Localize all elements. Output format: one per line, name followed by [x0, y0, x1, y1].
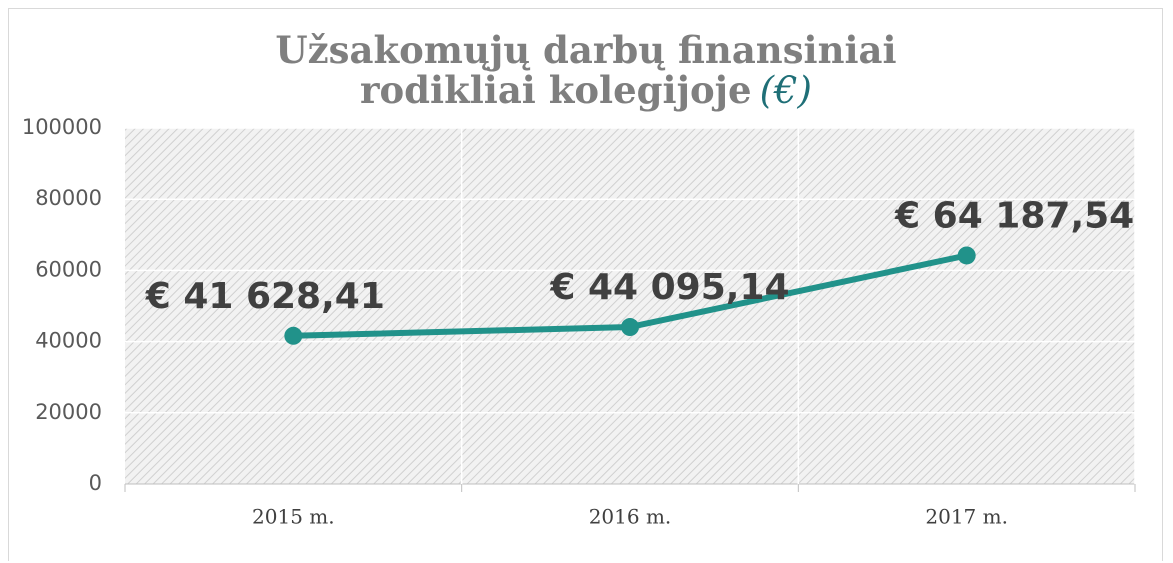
- data-label: € 41 628,41: [145, 276, 385, 317]
- data-label: € 64 187,54: [894, 195, 1134, 236]
- y-tick-label: 60000: [35, 257, 102, 281]
- title-text: Užsakomųjų darbų finansiniai rodikliai k…: [275, 28, 897, 112]
- chart-title: Užsakomųjų darbų finansiniai rodikliai k…: [186, 30, 986, 111]
- x-tick-label: 2015 m.: [252, 505, 335, 529]
- title-suffix: (€): [759, 69, 812, 112]
- data-label: € 44 095,14: [549, 267, 789, 308]
- data-point: [284, 326, 303, 345]
- y-tick-label: 80000: [35, 186, 102, 210]
- data-point: [957, 246, 976, 265]
- chart-frame: [8, 8, 1163, 561]
- x-tick-label: 2017 m.: [925, 505, 1008, 529]
- data-point: [621, 318, 639, 337]
- x-tick-label: 2016 m.: [589, 505, 672, 529]
- y-tick-label: 0: [89, 471, 102, 495]
- y-tick-label: 40000: [35, 329, 102, 353]
- y-tick-label: 20000: [35, 400, 102, 424]
- y-tick-label: 100000: [22, 115, 102, 139]
- plot-area: [125, 128, 1135, 484]
